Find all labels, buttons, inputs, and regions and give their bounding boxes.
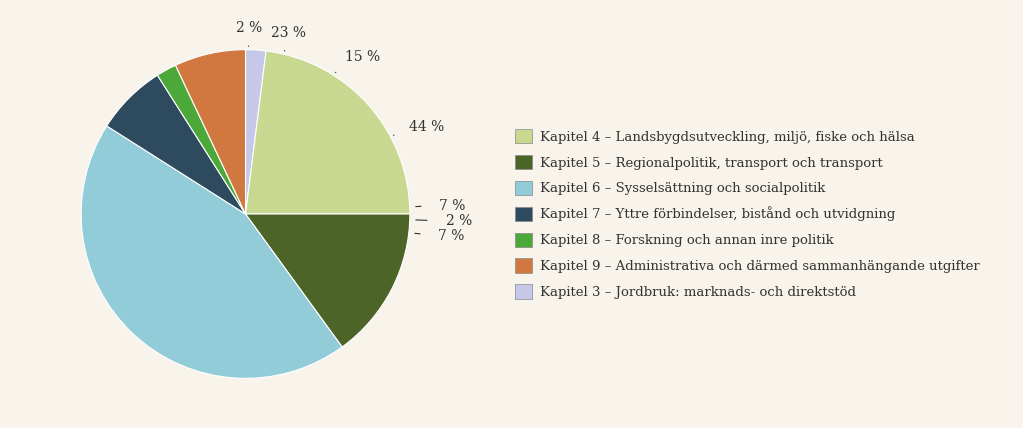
- Wedge shape: [246, 50, 266, 214]
- Text: 23 %: 23 %: [271, 27, 306, 40]
- Wedge shape: [176, 50, 246, 214]
- Text: 2 %: 2 %: [235, 21, 262, 36]
- Text: 44 %: 44 %: [409, 120, 445, 134]
- Wedge shape: [158, 65, 246, 214]
- Text: 7 %: 7 %: [439, 199, 465, 213]
- Text: 15 %: 15 %: [346, 51, 381, 64]
- Text: 2 %: 2 %: [446, 214, 473, 228]
- Text: 7 %: 7 %: [438, 229, 464, 243]
- Wedge shape: [246, 51, 410, 214]
- Wedge shape: [106, 75, 246, 214]
- Legend: Kapitel 4 – Landsbygdsutveckling, miljö, fiske och hälsa, Kapitel 5 – Regionalpo: Kapitel 4 – Landsbygdsutveckling, miljö,…: [515, 129, 979, 299]
- Wedge shape: [81, 126, 342, 378]
- Wedge shape: [246, 214, 410, 347]
